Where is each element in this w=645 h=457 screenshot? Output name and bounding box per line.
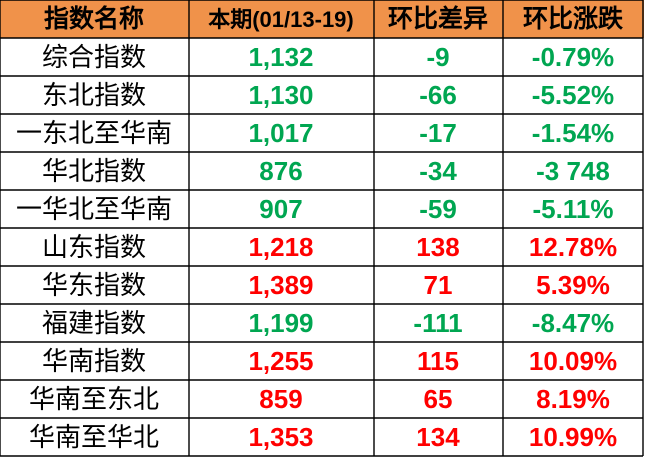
svg-text:本期(01/13-19): 本期(01/13-19) [208, 7, 354, 32]
svg-text:综合指数: 综合指数 [42, 42, 146, 72]
svg-text:-0.79%: -0.79% [532, 42, 614, 72]
svg-text:876: 876 [259, 156, 302, 186]
svg-text:859: 859 [259, 384, 302, 414]
svg-text:115: 115 [417, 346, 459, 376]
svg-text:指数名称: 指数名称 [44, 4, 144, 33]
svg-text:1,353: 1,353 [248, 422, 313, 452]
svg-text:环比差异: 环比差异 [388, 4, 488, 33]
svg-text:福建指数: 福建指数 [42, 308, 146, 338]
svg-text:65: 65 [424, 384, 453, 414]
svg-text:华南指数: 华南指数 [42, 346, 146, 376]
svg-text:华东指数: 华东指数 [42, 270, 146, 300]
svg-text:环比涨跌: 环比涨跌 [523, 5, 623, 33]
svg-text:1,255: 1,255 [248, 346, 313, 376]
svg-text:1,130: 1,130 [248, 80, 313, 110]
svg-text:10.09%: 10.09% [529, 346, 617, 376]
svg-text:1,017: 1,017 [248, 118, 313, 148]
svg-text:10.99%: 10.99% [529, 422, 617, 452]
svg-text:-34: -34 [419, 156, 457, 186]
svg-text:1,218: 1,218 [248, 232, 313, 262]
svg-text:-5.11%: -5.11% [533, 194, 614, 224]
svg-text:-59: -59 [419, 194, 457, 224]
svg-text:138: 138 [416, 232, 459, 262]
svg-text:71: 71 [424, 270, 453, 300]
svg-text:华北指数: 华北指数 [42, 156, 146, 186]
svg-text:907: 907 [259, 194, 302, 224]
svg-text:134: 134 [416, 422, 460, 452]
svg-text:东北指数: 东北指数 [42, 80, 146, 110]
svg-text:5.39%: 5.39% [536, 270, 610, 300]
svg-text:1,199: 1,199 [248, 308, 313, 338]
svg-text:一东北至华南: 一东北至华南 [16, 118, 172, 148]
svg-text:华南至东北: 华南至东北 [29, 384, 159, 414]
svg-text:-66: -66 [419, 80, 457, 110]
svg-text:-1.54%: -1.54% [532, 118, 614, 148]
svg-text:-8.47%: -8.47% [532, 308, 614, 338]
svg-text:华南至华北: 华南至华北 [29, 422, 159, 452]
svg-text:-111: -111 [413, 308, 462, 338]
svg-text:-17: -17 [419, 118, 457, 148]
svg-text:12.78%: 12.78% [529, 232, 617, 262]
svg-text:山东指数: 山东指数 [42, 232, 146, 262]
svg-text:1,132: 1,132 [248, 42, 313, 72]
svg-text:1,389: 1,389 [248, 270, 313, 300]
svg-text:一华北至华南: 一华北至华南 [16, 194, 172, 224]
svg-text:-3 748: -3 748 [536, 156, 610, 186]
svg-text:-5.52%: -5.52% [532, 80, 614, 110]
svg-text:8.19%: 8.19% [536, 384, 610, 414]
svg-text:-9: -9 [426, 42, 449, 72]
